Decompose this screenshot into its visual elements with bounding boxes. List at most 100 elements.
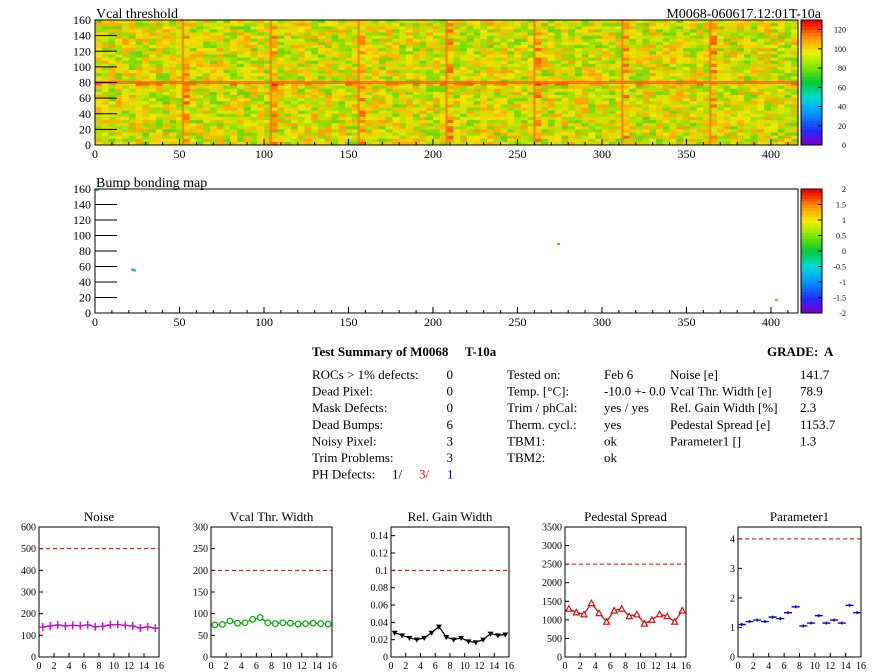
vcal-map-cell xyxy=(176,107,184,111)
vcal-map-cell xyxy=(209,82,217,86)
vcal-map-cell xyxy=(750,82,758,86)
vcal-map-cell xyxy=(385,120,393,124)
vcal-map-cell xyxy=(757,104,765,108)
vcal-map-cell xyxy=(189,132,197,136)
vcal-map-cell xyxy=(737,123,745,127)
vcal-map-cell xyxy=(345,32,353,36)
vcal-map-cell xyxy=(764,113,772,118)
vcal-map-cell xyxy=(392,138,400,143)
vcal-map-cell xyxy=(541,107,549,111)
vcal-map-cell xyxy=(574,129,582,133)
vcal-map-cell xyxy=(257,101,265,105)
vcal-map-cell xyxy=(426,57,434,61)
vcal-map-cell xyxy=(662,98,670,102)
vcal-map-cell xyxy=(176,66,184,71)
vcal-map-cell xyxy=(169,70,177,74)
vcal-map-cell xyxy=(656,138,664,143)
vcal-map-cell xyxy=(541,141,549,146)
mini-data-point xyxy=(279,619,287,627)
vcal-map-cell xyxy=(777,91,785,96)
vcal-map-cell xyxy=(622,120,630,124)
bump-colorbar-step xyxy=(801,220,822,224)
vcal-map-cell xyxy=(284,57,292,61)
vcal-map-cell xyxy=(250,126,258,130)
vcal-map-cell xyxy=(629,20,637,24)
vcal-map-cell xyxy=(696,63,704,68)
vcal-map-cell xyxy=(318,110,326,115)
vcal-map-cell xyxy=(473,116,481,121)
vcal-map-cell xyxy=(730,38,738,43)
vcal-map-cell xyxy=(128,95,136,99)
vcal-map-cell xyxy=(541,35,549,40)
vcal-map-cell xyxy=(439,88,447,93)
vcal-map-cell xyxy=(649,32,657,36)
vcal-map-cell xyxy=(432,141,441,146)
vcal-map-cell xyxy=(358,138,366,143)
vcal-map-cell xyxy=(385,57,393,61)
vcal-map-cell xyxy=(473,132,481,136)
mini-x-tick-label: 10 xyxy=(810,661,820,672)
vcal-map-cell xyxy=(642,70,650,74)
vcal-map-cell xyxy=(770,95,779,99)
bump-colorbar-label: -0.5 xyxy=(833,263,846,272)
bump-y-tick-label: 120 xyxy=(73,213,91,227)
vcal-map-cell xyxy=(737,135,745,140)
bump-colorbar-label: 0.5 xyxy=(836,232,846,241)
vcal-map-cell xyxy=(676,60,684,65)
vcal-map-cell xyxy=(324,29,332,33)
vcal-map-cell xyxy=(243,95,251,99)
vcal-map-cell xyxy=(189,82,197,86)
vcal-map-cell xyxy=(683,95,691,99)
vcal-map-cell xyxy=(115,51,123,55)
vcal-map-cell xyxy=(642,38,650,43)
vcal-map-cell xyxy=(263,85,272,90)
vcal-map-cell xyxy=(331,76,339,80)
vcal-map-cell xyxy=(236,113,245,118)
vcal-map-cell xyxy=(696,129,704,133)
vcal-map-cell xyxy=(554,116,562,121)
vcal-map-cell xyxy=(385,95,393,99)
vcal-map-cell xyxy=(541,135,549,140)
vcal-map-cell xyxy=(595,138,603,143)
vcal-map-cell xyxy=(656,123,664,127)
vcal-map-cell xyxy=(574,123,582,127)
vcal-map-cell xyxy=(547,57,555,61)
mini-series-line xyxy=(214,616,329,626)
vcal-map-cell xyxy=(162,20,170,24)
vcal-map-cell xyxy=(656,63,664,68)
vcal-map-cell xyxy=(750,38,758,43)
vcal-map-cell xyxy=(108,91,116,96)
vcal-map-cell xyxy=(507,45,515,49)
vcal-map-cell xyxy=(304,45,312,49)
vcal-map-cell xyxy=(743,66,751,71)
vcal-map-cell xyxy=(554,120,562,124)
vcal-map-cell xyxy=(784,107,792,111)
vcal-map-cell xyxy=(412,123,420,127)
vcal-map-cell xyxy=(196,29,204,33)
vcal-map-cell xyxy=(426,120,434,124)
vcal-map-cell xyxy=(554,110,562,115)
vcal-map-cell xyxy=(419,85,427,90)
vcal-map-cell xyxy=(236,41,245,46)
vcal-map-cell xyxy=(338,26,346,30)
vcal-map-cell xyxy=(743,88,751,93)
vcal-map-cell xyxy=(392,38,400,43)
vcal-map-cell xyxy=(196,85,204,90)
vcal-map-cell xyxy=(128,126,136,130)
vcal-map-cell xyxy=(656,85,664,90)
vcal-map-cell xyxy=(554,141,562,146)
vcal-map-cell xyxy=(662,26,670,30)
vcal-map-cell xyxy=(757,23,765,27)
vcal-map-cell xyxy=(534,60,542,65)
vcal-map-cell xyxy=(588,51,596,55)
vcal-map-cell xyxy=(392,101,400,105)
vcal-map-cell xyxy=(135,29,143,33)
bump-x-tick-label: 400 xyxy=(762,315,780,329)
vcal-map-cell xyxy=(750,26,758,30)
vcal-map-cell xyxy=(743,98,751,102)
vcal-map-cell xyxy=(291,113,299,118)
vcal-map-cell xyxy=(392,54,400,58)
vcal-map-cell xyxy=(291,120,299,124)
vcal-map-cell xyxy=(554,45,562,49)
vcal-map-cell xyxy=(405,63,414,68)
